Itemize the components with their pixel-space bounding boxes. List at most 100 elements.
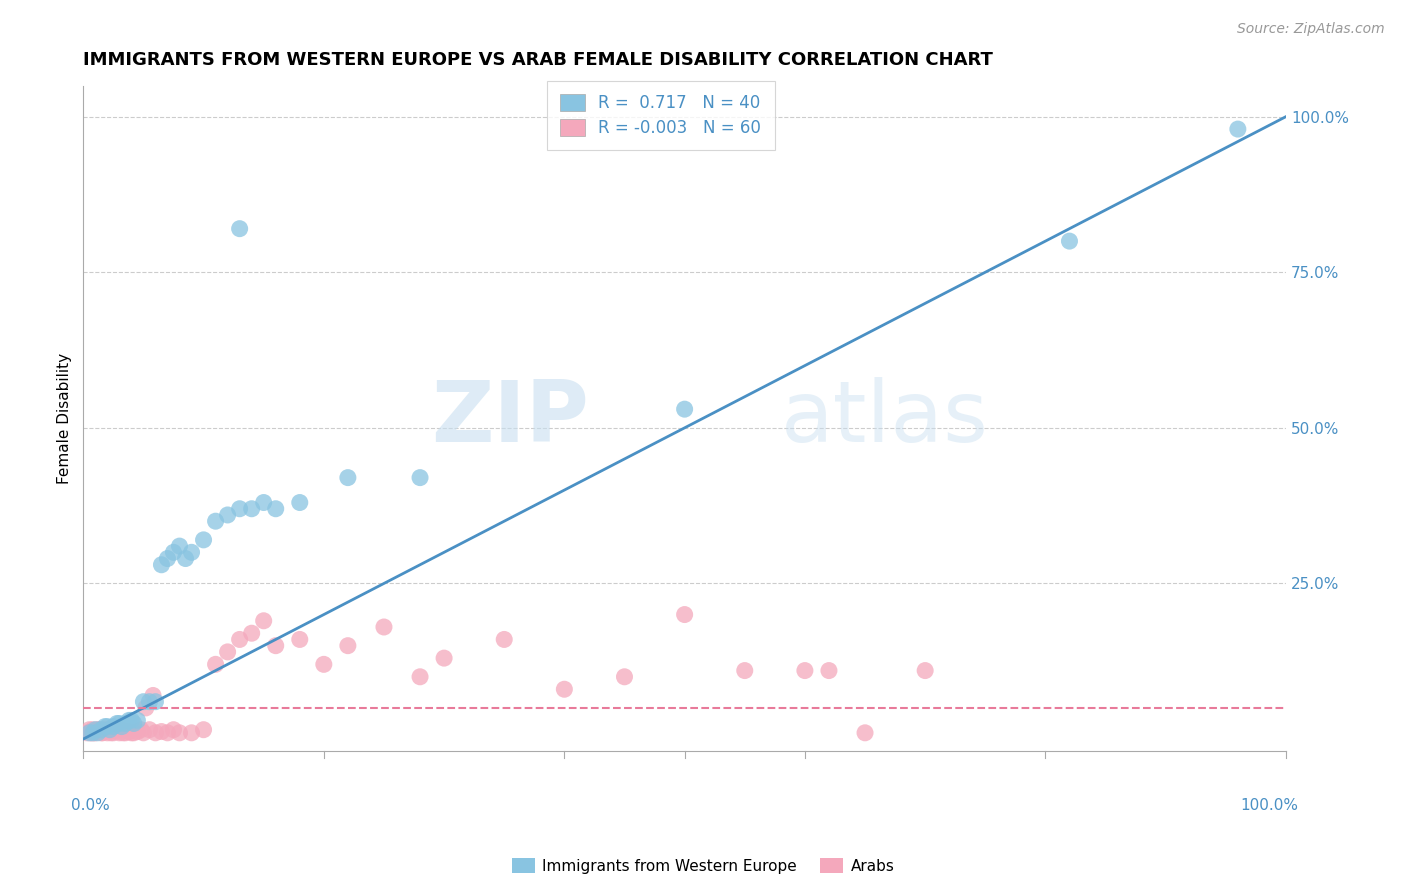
Y-axis label: Female Disability: Female Disability bbox=[58, 353, 72, 484]
Text: IMMIGRANTS FROM WESTERN EUROPE VS ARAB FEMALE DISABILITY CORRELATION CHART: IMMIGRANTS FROM WESTERN EUROPE VS ARAB F… bbox=[83, 51, 993, 69]
Point bbox=[93, 723, 115, 737]
Point bbox=[94, 723, 117, 737]
Point bbox=[122, 716, 145, 731]
Point bbox=[114, 726, 136, 740]
Point bbox=[76, 726, 98, 740]
Point bbox=[1226, 122, 1249, 136]
Point bbox=[108, 716, 131, 731]
Point bbox=[111, 720, 134, 734]
Point bbox=[138, 723, 160, 737]
Point bbox=[162, 723, 184, 737]
Point bbox=[82, 726, 104, 740]
Point bbox=[156, 551, 179, 566]
Point bbox=[83, 726, 105, 740]
Point bbox=[84, 723, 107, 737]
Point bbox=[96, 726, 118, 740]
Point bbox=[122, 726, 145, 740]
Text: Source: ZipAtlas.com: Source: ZipAtlas.com bbox=[1237, 22, 1385, 37]
Point bbox=[228, 632, 250, 647]
Point bbox=[169, 726, 191, 740]
Point bbox=[336, 470, 359, 484]
Point bbox=[90, 726, 112, 740]
Point bbox=[174, 551, 197, 566]
Point bbox=[217, 508, 239, 522]
Point bbox=[103, 720, 125, 734]
Point bbox=[84, 726, 107, 740]
Point bbox=[253, 614, 276, 628]
Point bbox=[132, 695, 155, 709]
Point bbox=[204, 657, 226, 672]
Point bbox=[818, 664, 841, 678]
Point bbox=[98, 723, 121, 737]
Point bbox=[82, 723, 104, 737]
Point bbox=[204, 514, 226, 528]
Point bbox=[145, 695, 167, 709]
Text: 100.0%: 100.0% bbox=[1240, 798, 1298, 814]
Point bbox=[914, 664, 936, 678]
Point bbox=[180, 726, 202, 740]
Point bbox=[253, 495, 276, 509]
Point bbox=[103, 723, 125, 737]
Point bbox=[87, 723, 110, 737]
Point bbox=[613, 670, 636, 684]
Point bbox=[373, 620, 395, 634]
Point bbox=[734, 664, 756, 678]
Point bbox=[91, 726, 114, 740]
Point bbox=[111, 723, 134, 737]
Point bbox=[240, 501, 263, 516]
Point bbox=[118, 724, 141, 739]
Point bbox=[673, 402, 696, 417]
Text: 0.0%: 0.0% bbox=[72, 798, 110, 814]
Point bbox=[108, 726, 131, 740]
Point bbox=[80, 726, 103, 740]
Point bbox=[150, 558, 173, 572]
Point bbox=[240, 626, 263, 640]
Point bbox=[288, 632, 311, 647]
Point bbox=[132, 726, 155, 740]
Text: ZIP: ZIP bbox=[430, 377, 589, 460]
Point bbox=[162, 545, 184, 559]
Point bbox=[98, 723, 121, 737]
Point bbox=[118, 714, 141, 728]
Point bbox=[180, 545, 202, 559]
Point bbox=[793, 664, 815, 678]
Point bbox=[145, 726, 167, 740]
Point bbox=[120, 714, 142, 728]
Point bbox=[79, 726, 101, 740]
Point bbox=[127, 724, 149, 739]
Point bbox=[150, 724, 173, 739]
Point bbox=[228, 221, 250, 235]
Point bbox=[553, 682, 575, 697]
Point bbox=[217, 645, 239, 659]
Point bbox=[193, 723, 215, 737]
Point bbox=[138, 695, 160, 709]
Point bbox=[120, 726, 142, 740]
Point bbox=[433, 651, 456, 665]
Point bbox=[127, 714, 149, 728]
Point bbox=[111, 726, 134, 740]
Point bbox=[94, 720, 117, 734]
Point bbox=[87, 723, 110, 737]
Point bbox=[673, 607, 696, 622]
Point bbox=[853, 726, 876, 740]
Point bbox=[129, 723, 152, 737]
Point bbox=[312, 657, 335, 672]
Point bbox=[104, 723, 127, 737]
Point bbox=[114, 716, 136, 731]
Point bbox=[193, 533, 215, 547]
Point bbox=[228, 501, 250, 516]
Point bbox=[264, 639, 287, 653]
Point bbox=[90, 723, 112, 737]
Point bbox=[409, 470, 432, 484]
Point bbox=[79, 723, 101, 737]
Point bbox=[100, 726, 122, 740]
Point bbox=[79, 726, 101, 740]
Point bbox=[135, 701, 157, 715]
Point bbox=[409, 670, 432, 684]
Point bbox=[264, 501, 287, 516]
Point bbox=[105, 716, 128, 731]
Legend: R =  0.717   N = 40, R = -0.003   N = 60: R = 0.717 N = 40, R = -0.003 N = 60 bbox=[547, 80, 775, 150]
Point bbox=[87, 726, 110, 740]
Point bbox=[1059, 234, 1081, 248]
Legend: Immigrants from Western Europe, Arabs: Immigrants from Western Europe, Arabs bbox=[506, 852, 900, 880]
